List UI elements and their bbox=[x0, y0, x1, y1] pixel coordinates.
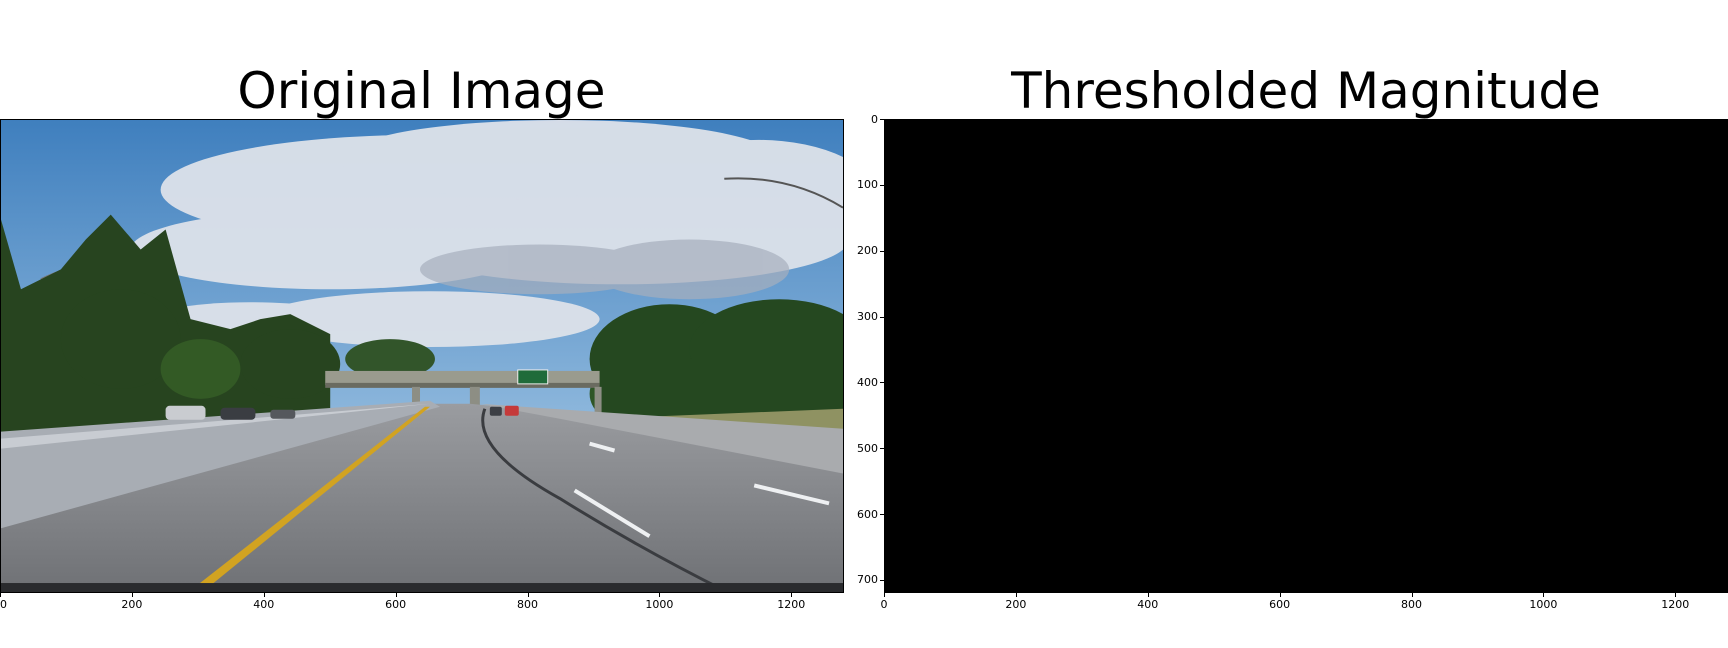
x-tick-mark bbox=[1279, 593, 1281, 597]
y-tick-mark bbox=[880, 250, 884, 252]
y-tick-label: 600 bbox=[857, 507, 878, 521]
x-tick-label: 200 bbox=[1005, 598, 1027, 611]
x-tick-label: 1200 bbox=[1661, 598, 1690, 611]
x-tick-label: 1000 bbox=[645, 598, 674, 611]
y-tick-mark bbox=[880, 184, 884, 186]
y-tick-label: 100 bbox=[857, 178, 878, 192]
cars bbox=[165, 405, 519, 420]
x-tick-label: 1000 bbox=[1529, 598, 1558, 611]
x-tick-mark bbox=[0, 593, 1, 597]
x-tick-mark bbox=[527, 593, 529, 597]
y-tick-label: 300 bbox=[857, 310, 878, 323]
y-tick-label: 200 bbox=[857, 244, 878, 258]
x-tick-mark bbox=[263, 593, 265, 597]
x-tick-label: 800 bbox=[1401, 598, 1422, 611]
x-tick-mark bbox=[1147, 593, 1149, 597]
x-tick-mark bbox=[884, 593, 885, 597]
yellow-lane-line bbox=[188, 406, 430, 592]
car-hood bbox=[1, 583, 843, 592]
y-tick-mark bbox=[880, 448, 884, 450]
y-tick-mark bbox=[880, 119, 884, 120]
trees-left bbox=[1, 214, 435, 449]
x-tick-mark bbox=[1015, 593, 1017, 597]
original-image-title: Original Image bbox=[237, 62, 606, 120]
x-tick-mark bbox=[1543, 593, 1545, 597]
x-tick-mark bbox=[659, 593, 661, 597]
y-tick-mark bbox=[880, 579, 884, 581]
y-tick-label: 0 bbox=[871, 112, 878, 126]
thresholded-magnitude-title: Thresholded Magnitude bbox=[1011, 62, 1601, 120]
trees-right bbox=[589, 299, 843, 429]
white-lane-dashes bbox=[573, 441, 830, 538]
y-tick-label: 400 bbox=[857, 375, 878, 389]
x-tick-label: 600 bbox=[1269, 598, 1291, 611]
x-tick-mark bbox=[791, 593, 793, 597]
x-tick-label: 1200 bbox=[777, 598, 806, 611]
x-tick-label: 400 bbox=[253, 598, 275, 611]
y-tick-mark bbox=[880, 316, 884, 318]
y-tick-mark bbox=[880, 514, 884, 515]
y-tick-mark bbox=[880, 382, 884, 384]
x-tick-mark bbox=[1675, 593, 1677, 597]
road-photo bbox=[1, 120, 843, 592]
x-tick-mark bbox=[395, 593, 397, 597]
x-tick-label: 200 bbox=[121, 598, 143, 611]
y-tick-label: 500 bbox=[857, 441, 878, 455]
streetlight bbox=[724, 177, 843, 209]
thresholded-magnitude-axes bbox=[884, 119, 1728, 593]
x-tick-mark bbox=[1411, 593, 1413, 597]
x-tick-label: 800 bbox=[517, 598, 538, 611]
x-tick-label: 0 bbox=[880, 598, 888, 611]
x-tick-mark bbox=[131, 593, 133, 597]
x-tick-label: 0 bbox=[0, 598, 7, 611]
y-tick-label: 700 bbox=[857, 573, 878, 587]
original-image-axes bbox=[0, 119, 844, 593]
x-tick-label: 400 bbox=[1137, 598, 1159, 611]
black-image bbox=[885, 120, 1727, 592]
x-tick-label: 600 bbox=[385, 598, 407, 611]
